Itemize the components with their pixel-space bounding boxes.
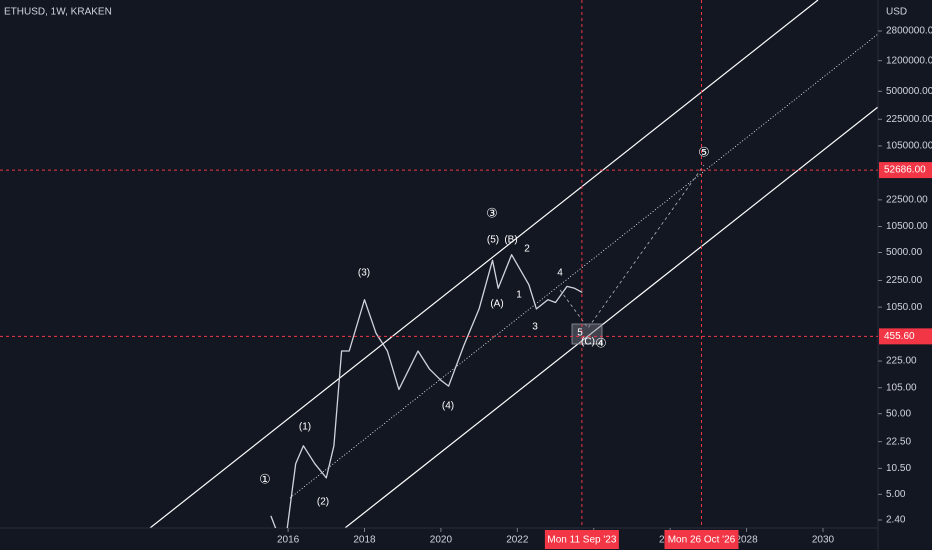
channel-lower [344, 106, 878, 528]
wave-label: (C) [581, 337, 595, 348]
y-tick-label: 225000.00 [886, 114, 932, 125]
wave-label: (2) [317, 497, 329, 508]
y-marker-box [879, 162, 932, 179]
y-tick-label: 1050.00 [886, 302, 923, 313]
y-tick-label: 22500.00 [886, 195, 928, 206]
y-tick-label: 5000.00 [886, 247, 923, 258]
wave-label: ④ [595, 335, 607, 350]
wave-label: 2 [524, 244, 530, 255]
wave-label: (5) [487, 235, 499, 246]
chart-title: ETHUSD, 1W, KRAKEN [4, 7, 112, 18]
y-tick-label: 2800000.00 [886, 26, 932, 37]
y-tick-label: 225.00 [886, 356, 917, 367]
y-tick-label: 105.00 [886, 382, 917, 393]
wave-label: 4 [557, 268, 563, 279]
x-tick-label: 2020 [430, 535, 453, 546]
x-tick-label: 2018 [353, 535, 376, 546]
y-marker-box [879, 328, 932, 345]
x-marker-label: Mon 26 Oct '26 [668, 535, 736, 546]
y-tick-label: 50.00 [886, 408, 911, 419]
wave-label: ③ [486, 205, 498, 220]
x-marker-box [664, 530, 739, 549]
wave-label: (B) [504, 235, 517, 246]
x-tick-label: 2016 [277, 535, 300, 546]
x-tick-label: 2022 [506, 535, 529, 546]
drawings [149, 0, 878, 528]
y-tick-label: 1200000.00 [886, 55, 932, 66]
wave-label: 1 [516, 290, 522, 301]
channel-middle [289, 33, 878, 499]
y-tick-label: 105000.00 [886, 141, 932, 152]
y-tick-label: 2250.00 [886, 275, 923, 286]
wave-label: ① [259, 471, 271, 486]
y-tick-label: 10500.00 [886, 221, 928, 232]
y-marker-label: 52686.00 [884, 165, 926, 176]
target-box [571, 323, 603, 345]
x-tick-label: 2028 [735, 535, 758, 546]
wave-label: 3 [532, 322, 538, 333]
x-marker-label: Mon 11 Sep '23 [547, 535, 616, 546]
wave-label: (A) [490, 299, 503, 310]
y-tick-label: 500000.00 [886, 86, 932, 97]
plot-area [270, 254, 583, 528]
wave-label: (1) [299, 422, 311, 433]
y-tick-label: 10.50 [886, 463, 911, 474]
wave-label: 5 [577, 328, 583, 339]
wave-label: (4) [442, 401, 454, 412]
y-tick-label: 5.00 [886, 489, 906, 500]
x-tick-label: 2030 [812, 535, 835, 546]
projection-path [559, 164, 705, 329]
wave-label: (3) [358, 268, 370, 279]
y-marker-label: 455.60 [884, 331, 915, 342]
channel-upper [149, 0, 819, 528]
x-marker-box [544, 530, 619, 549]
axis-unit: USD [886, 7, 907, 18]
y-tick-label: 22.50 [886, 436, 911, 447]
y-tick-label: 2.40 [886, 515, 906, 526]
price-line [270, 254, 583, 528]
wave-label: ⑤ [698, 144, 710, 159]
